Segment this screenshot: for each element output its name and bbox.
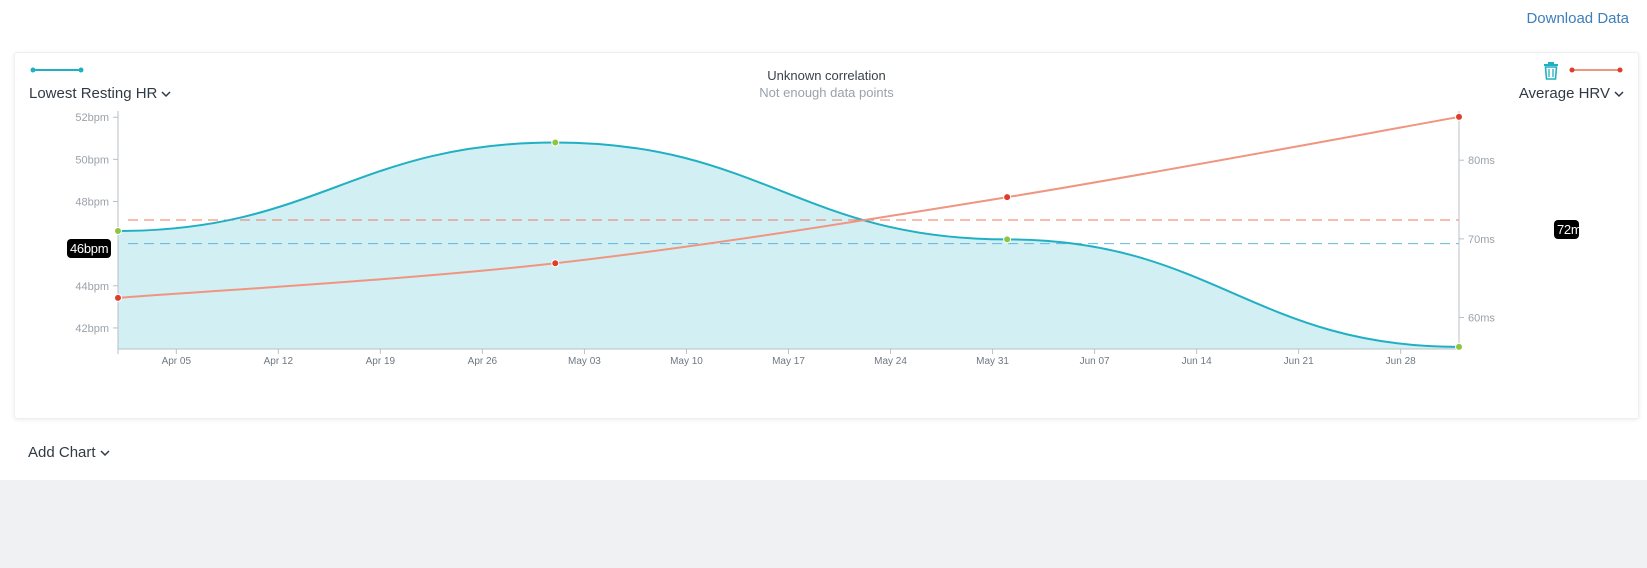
- x-tick-label: May 10: [670, 356, 703, 367]
- correlation-chart-card: 52bpm 50bpm 48bpm 44bpm 42bpm 80ms 70ms 60ms Apr…: [14, 52, 1639, 419]
- left-metric-selector[interactable]: Lowest Resting HR: [29, 85, 171, 102]
- left-series-point: [1455, 342, 1463, 351]
- download-data-link[interactable]: Download Data: [1526, 10, 1629, 27]
- right-series-line: [117, 115, 1460, 299]
- right-y-tick-label: 80ms: [1468, 155, 1495, 167]
- left-y-tick-label: 48bpm: [75, 197, 109, 209]
- left-series-point: [114, 227, 122, 235]
- left-y-tick-label: 42bpm: [75, 323, 109, 335]
- left-average-badge: 46bpm: [67, 239, 112, 258]
- correlation-title: Unknown correlation: [767, 68, 886, 83]
- x-tick-label: May 31: [976, 356, 1009, 367]
- left-series-line: [117, 141, 1460, 348]
- x-tick-label: Jun 21: [1284, 356, 1314, 367]
- x-tick-label: Jun 28: [1386, 356, 1416, 367]
- chart-canvas: 52bpm 50bpm 48bpm 44bpm 42bpm 80ms 70ms 60ms Apr…: [75, 111, 1495, 367]
- right-metric-selector[interactable]: Average HRV: [1519, 85, 1624, 102]
- left-series-area: [118, 142, 1459, 349]
- x-tick-label: Jun 14: [1182, 356, 1212, 367]
- x-tick-label: May 03: [568, 356, 601, 367]
- left-y-tick-label: 52bpm: [75, 112, 109, 124]
- x-tick-label: May 24: [874, 356, 907, 367]
- x-tick-label: Apr 19: [366, 356, 396, 367]
- right-series-point: [551, 259, 560, 268]
- footer-background: [0, 480, 1647, 568]
- chevron-down-icon: [1614, 90, 1624, 97]
- chevron-down-icon: [161, 90, 171, 97]
- left-y-tick-label: 44bpm: [75, 281, 109, 293]
- trash-icon[interactable]: [1543, 62, 1559, 80]
- left-metric-label: Lowest Resting HR: [29, 85, 158, 102]
- correlation-subtitle: Not enough data points: [759, 85, 894, 100]
- add-chart-button[interactable]: Add Chart: [28, 444, 110, 461]
- left-series-point: [551, 138, 560, 147]
- right-series-legend-line: [1569, 67, 1623, 73]
- x-tick-label: Apr 05: [162, 356, 192, 367]
- left-y-tick-label: 50bpm: [75, 154, 109, 166]
- x-tick-label: Jun 07: [1080, 356, 1110, 367]
- right-y-tick-label: 70ms: [1468, 234, 1495, 246]
- x-tick-label: May 17: [772, 356, 805, 367]
- right-series-point: [1003, 193, 1012, 202]
- left-series-legend-line: [30, 67, 84, 73]
- right-series-point: [1455, 112, 1463, 121]
- right-average-badge: 72ms: [1554, 220, 1579, 239]
- right-metric-label: Average HRV: [1518, 85, 1610, 102]
- x-tick-label: Apr 26: [468, 356, 498, 367]
- x-tick-label: Apr 12: [264, 356, 294, 367]
- right-y-tick-label: 60ms: [1468, 313, 1495, 325]
- chevron-down-icon: [100, 449, 110, 456]
- add-chart-label: Add Chart: [28, 444, 96, 461]
- right-series-point: [114, 293, 122, 302]
- left-series-point: [1003, 235, 1012, 244]
